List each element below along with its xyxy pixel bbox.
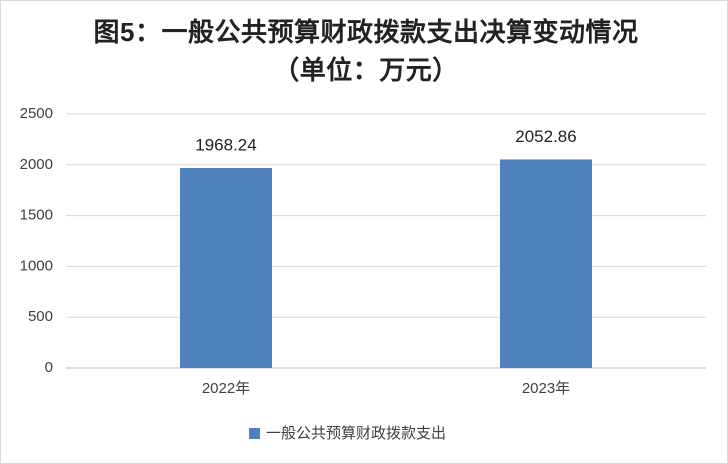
chart-title: 图5：一般公共预算财政拨款支出决算变动情况（单位：万元） <box>93 17 639 85</box>
data-label: 2052.86 <box>515 127 576 146</box>
y-tick-label: 1000 <box>20 257 53 274</box>
bar <box>500 159 592 368</box>
legend-swatch <box>249 428 260 439</box>
y-tick-label: 500 <box>28 308 53 325</box>
x-tick-label: 2022年 <box>202 380 250 397</box>
x-tick-label: 2023年 <box>522 380 570 397</box>
y-tick-label: 2500 <box>20 105 53 122</box>
y-tick-label: 1500 <box>20 207 53 224</box>
y-tick-label: 0 <box>45 359 53 376</box>
bar <box>180 168 272 368</box>
legend-label: 一般公共预算财政拨款支出 <box>266 424 446 442</box>
data-label: 1968.24 <box>195 136 256 155</box>
y-tick-label: 2000 <box>20 156 53 173</box>
